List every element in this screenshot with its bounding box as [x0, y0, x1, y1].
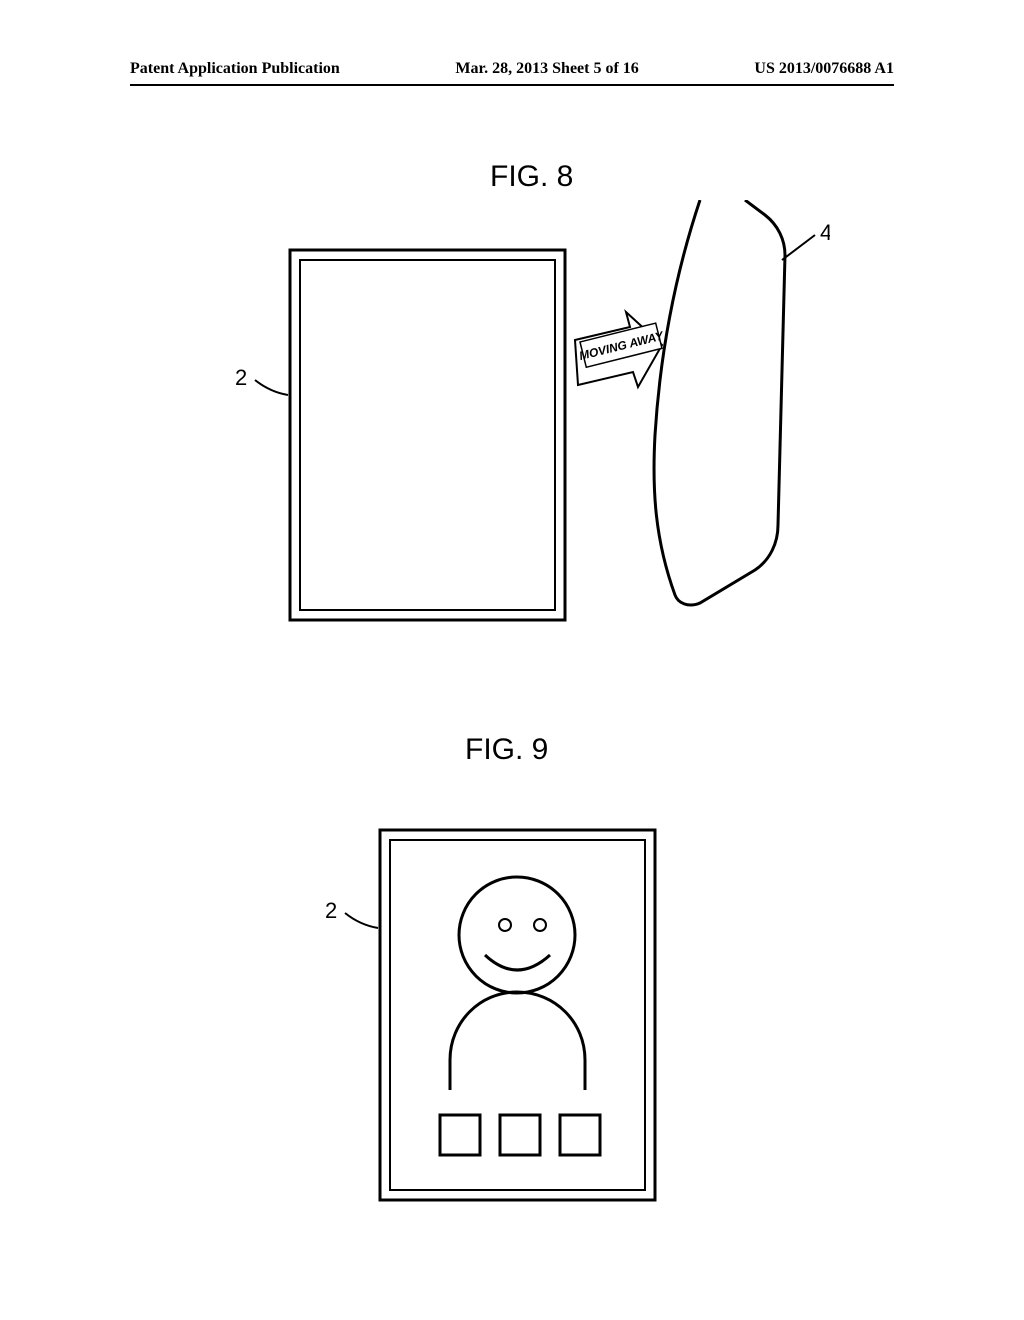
- fig9-device-leader: [345, 913, 378, 928]
- header-right: US 2013/0076688 A1: [754, 60, 894, 78]
- fig8-title: FIG. 8: [490, 160, 573, 194]
- fig9-device-inner: [390, 840, 645, 1190]
- header-center: Mar. 28, 2013 Sheet 5 of 16: [455, 60, 638, 78]
- header-rule: [130, 84, 894, 86]
- fig8-device-ref: 2: [235, 365, 247, 390]
- fig9-device-ref: 2: [325, 898, 337, 923]
- fig9-eye-right: [534, 919, 546, 931]
- page: Patent Application Publication Mar. 28, …: [0, 0, 1024, 1320]
- header-left: Patent Application Publication: [130, 60, 340, 78]
- fig9-eye-left: [499, 919, 511, 931]
- fig9-button-3: [560, 1115, 600, 1155]
- fig8-hand: [654, 200, 785, 605]
- fig8-device-inner: [300, 260, 555, 610]
- fig9-button-1: [440, 1115, 480, 1155]
- patent-header: Patent Application Publication Mar. 28, …: [0, 60, 1024, 78]
- fig8-hand-ref: 4: [820, 220, 830, 245]
- fig9-diagram: 2: [300, 800, 720, 1220]
- fig9-device-outer: [380, 830, 655, 1200]
- fig8-device-outer: [290, 250, 565, 620]
- fig9-title: FIG. 9: [465, 733, 548, 767]
- fig9-body: [450, 992, 585, 1090]
- fig9-smile: [485, 955, 550, 970]
- fig8-device-leader: [255, 380, 288, 395]
- fig9-button-2: [500, 1115, 540, 1155]
- fig8-diagram: 4 2 MOVING AWAY: [230, 200, 830, 660]
- fig8-hand-leader: [782, 235, 815, 260]
- fig9-face: [459, 877, 575, 993]
